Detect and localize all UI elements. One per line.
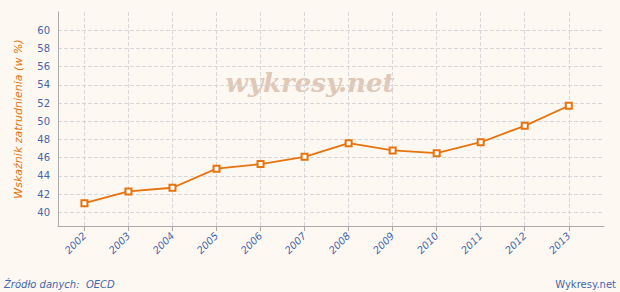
svg-text:Wykresy.net: Wykresy.net — [555, 279, 616, 290]
svg-text:46: 46 — [37, 152, 50, 163]
svg-text:48: 48 — [37, 134, 50, 145]
svg-text:60: 60 — [37, 25, 50, 36]
svg-text:50: 50 — [37, 116, 50, 127]
svg-text:52: 52 — [37, 98, 50, 109]
svg-text:40: 40 — [37, 207, 50, 218]
svg-text:42: 42 — [37, 189, 50, 200]
svg-text:44: 44 — [37, 170, 50, 181]
svg-text:56: 56 — [37, 61, 50, 72]
svg-text:Wskaźnik zatrudnienia (w %): Wskaźnik zatrudnienia (w %) — [12, 39, 25, 198]
svg-text:2006: 2006 — [239, 230, 265, 256]
svg-text:Źródło danych: OECD: Źródło danych: OECD — [3, 278, 115, 290]
svg-text:2008: 2008 — [327, 230, 353, 256]
svg-text:2005: 2005 — [195, 230, 221, 256]
svg-text:54: 54 — [37, 79, 50, 90]
svg-text:wykresy.net: wykresy.net — [225, 68, 394, 98]
svg-text:2007: 2007 — [283, 230, 309, 256]
svg-text:2003: 2003 — [107, 230, 133, 256]
svg-text:2009: 2009 — [371, 230, 397, 256]
svg-text:2011: 2011 — [459, 230, 485, 256]
svg-text:58: 58 — [37, 43, 50, 54]
svg-text:2004: 2004 — [151, 230, 177, 256]
svg-text:2012: 2012 — [503, 230, 529, 256]
svg-text:2002: 2002 — [63, 230, 89, 256]
svg-text:2013: 2013 — [547, 230, 573, 256]
svg-text:2010: 2010 — [415, 230, 441, 256]
